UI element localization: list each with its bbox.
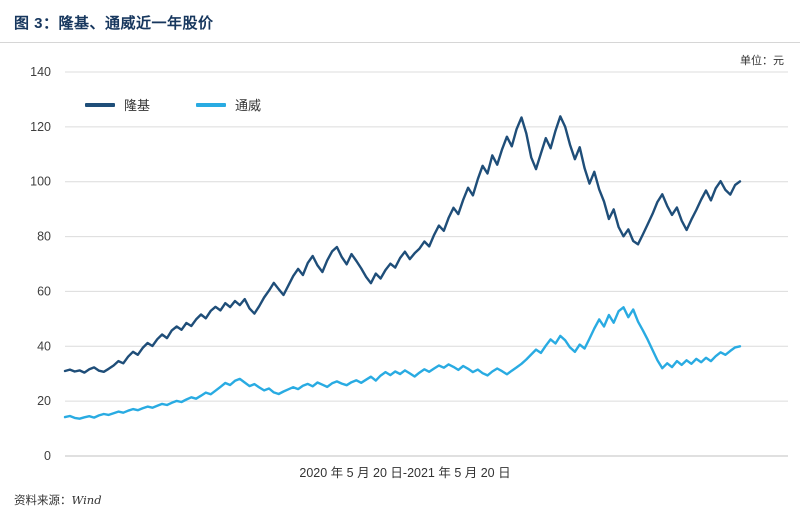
source-name: Wind (71, 493, 102, 507)
chart-legend: 隆基 通威 (85, 95, 261, 114)
svg-text:120: 120 (30, 120, 51, 134)
figure-title: 图 3：隆基、通威近一年股价 (14, 15, 214, 32)
svg-text:60: 60 (37, 284, 51, 298)
title-divider (0, 42, 800, 43)
legend-swatch-tongwei (196, 102, 227, 107)
svg-text:140: 140 (30, 65, 51, 79)
svg-text:0: 0 (44, 449, 51, 463)
svg-text:20: 20 (37, 394, 51, 408)
legend-item-longi: 隆基 (85, 95, 150, 114)
unit-label: 单位：元 (740, 55, 784, 67)
x-axis-label: 2020 年 5 月 20 日-2021 年 5 月 20 日 (299, 466, 511, 480)
svg-text:40: 40 (37, 339, 51, 353)
price-chart: 0 20 40 60 80 100 120 140 (30, 65, 788, 463)
svg-text:80: 80 (37, 230, 51, 244)
legend-label-tongwei: 通威 (235, 98, 262, 113)
legend-item-tongwei: 通威 (196, 95, 261, 114)
source-prefix: 资料来源： (14, 495, 72, 507)
legend-swatch-longi (85, 102, 115, 107)
source-note: 资料来源：Wind (14, 492, 102, 508)
svg-text:100: 100 (30, 175, 51, 189)
legend-label-longi: 隆基 (124, 98, 151, 113)
